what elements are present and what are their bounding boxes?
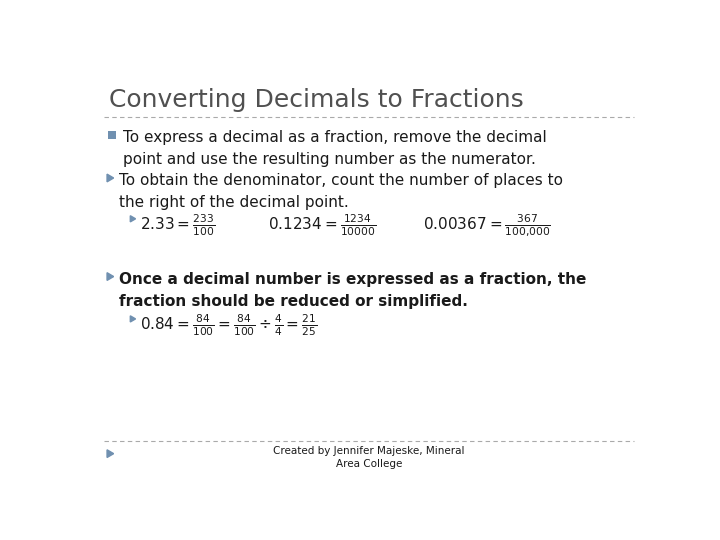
Text: Created by Jennifer Majeske, Mineral
Area College: Created by Jennifer Majeske, Mineral Are… bbox=[274, 446, 464, 469]
FancyBboxPatch shape bbox=[108, 131, 116, 139]
Text: To express a decimal as a fraction, remove the decimal
point and use the resulti: To express a decimal as a fraction, remo… bbox=[122, 130, 546, 167]
Polygon shape bbox=[107, 450, 114, 457]
Text: Once a decimal number is expressed as a fraction, the
fraction should be reduced: Once a decimal number is expressed as a … bbox=[120, 272, 587, 308]
Text: $\mathregular{2.33} = \frac{233}{100}$: $\mathregular{2.33} = \frac{233}{100}$ bbox=[140, 213, 215, 238]
Text: $\mathregular{0.1234} = \frac{1234}{10000}$: $\mathregular{0.1234} = \frac{1234}{1000… bbox=[269, 213, 377, 238]
Text: $\mathregular{0.00367} = \frac{367}{100{,}000}$: $\mathregular{0.00367} = \frac{367}{100{… bbox=[423, 213, 552, 239]
Polygon shape bbox=[107, 174, 114, 182]
Text: $\mathregular{0.84} = \frac{84}{100} = \frac{84}{100} \div \frac{4}{4} = \frac{2: $\mathregular{0.84} = \frac{84}{100} = \… bbox=[140, 313, 317, 339]
Polygon shape bbox=[130, 316, 135, 322]
Polygon shape bbox=[130, 215, 135, 222]
Text: To obtain the denominator, count the number of places to
the right of the decima: To obtain the denominator, count the num… bbox=[120, 173, 564, 210]
Text: Converting Decimals to Fractions: Converting Decimals to Fractions bbox=[109, 88, 524, 112]
Polygon shape bbox=[107, 273, 114, 280]
